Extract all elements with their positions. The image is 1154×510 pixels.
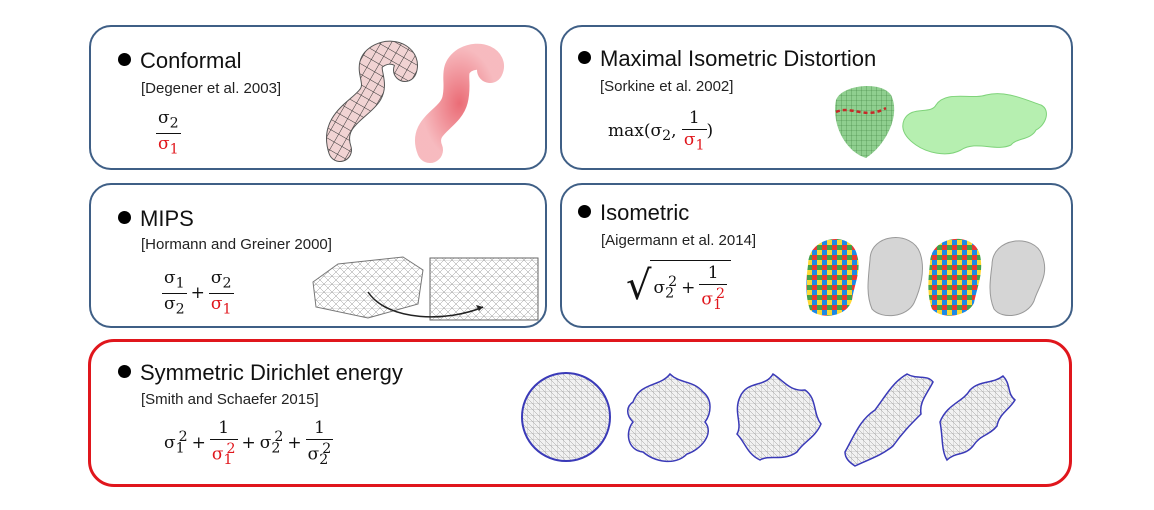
max-iso-mesh-figure [835, 85, 1047, 158]
mips-citation: [Hormann and Greiner 2000] [141, 236, 332, 253]
dirichlet-param-sequence-figure [521, 372, 1016, 467]
dirichlet-title: Symmetric Dirichlet energy [118, 360, 403, 386]
mips-title: MIPS [118, 206, 194, 232]
bullet-icon [118, 365, 131, 378]
conformal-formula: σ2 σ1 [156, 108, 181, 157]
mips-mesh-figure [312, 256, 539, 321]
conformal-title-text: Conformal [140, 48, 242, 73]
bullet-icon [578, 51, 591, 64]
isometric-title: Isometric [578, 200, 689, 226]
bullet-icon [118, 53, 131, 66]
bullet-icon [578, 205, 591, 218]
isometric-title-text: Isometric [600, 200, 690, 225]
max-iso-title: Maximal Isometric Distortion [578, 46, 876, 72]
conformal-citation: [Degener et al. 2003] [141, 80, 282, 97]
isometric-citation: [Aigermann et al. 2014] [601, 232, 757, 249]
mips-formula: σ1 σ2 + σ2 σ1 [162, 268, 234, 317]
max-iso-title-text: Maximal Isometric Distortion [600, 46, 877, 71]
conformal-title: Conformal [118, 48, 241, 74]
max-iso-formula: max(σ2, 1 σ1 ) [608, 108, 714, 154]
isometric-heads-figure [806, 237, 1046, 317]
dirichlet-citation: [Smith and Schaefer 2015] [141, 391, 319, 408]
dirichlet-formula: σ12 + 1 σ12 + σ22 + 1 σ22 [164, 418, 334, 469]
max-iso-citation: [Sorkine et al. 2002] [600, 78, 734, 95]
bullet-icon [118, 211, 131, 224]
dirichlet-title-text: Symmetric Dirichlet energy [140, 360, 403, 385]
conformal-mesh-figure [326, 40, 504, 163]
isometric-formula: √ σ22 + 1 σ12 [626, 260, 732, 312]
mips-title-text: MIPS [140, 206, 194, 231]
